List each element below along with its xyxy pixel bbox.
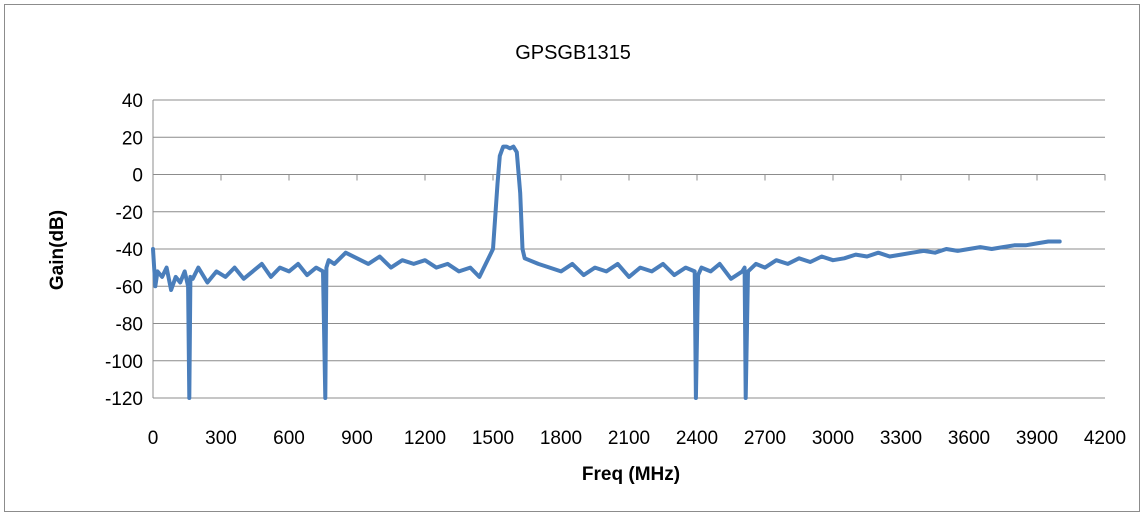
x-axis-label: Freq (MHz) xyxy=(581,464,681,485)
series-line-0 xyxy=(151,144,1062,400)
y-tick-label-5: -60 xyxy=(116,277,143,298)
y-tick-label-7: -100 xyxy=(105,352,143,373)
x-tick-label-11: 3300 xyxy=(880,428,922,449)
x-tick-label-3: 900 xyxy=(341,428,373,449)
chart-frame xyxy=(4,4,1140,512)
x-tick-label-12: 3600 xyxy=(948,428,990,449)
series-layer xyxy=(151,144,1062,400)
x-tick-label-2: 600 xyxy=(273,428,305,449)
y-tick-label-2: 0 xyxy=(132,166,143,187)
x-tick-label-4: 1200 xyxy=(404,428,446,449)
axes xyxy=(152,100,1106,398)
chart-title: GPSGB1315 xyxy=(515,42,631,64)
x-tick-label-7: 2100 xyxy=(608,428,650,449)
y-tick-label-3: -20 xyxy=(116,203,143,224)
y-tick-label-8: -120 xyxy=(105,389,143,410)
x-tick-labels: 0 300 600 900 1200 1500 1800 2100 2400 2700 3000 33… xyxy=(148,428,1126,449)
x-tick-label-6: 1800 xyxy=(540,428,582,449)
y-tick-label-4: -40 xyxy=(116,240,143,261)
y-tick-label-6: -80 xyxy=(116,315,143,336)
x-tick-label-1: 300 xyxy=(205,428,237,449)
x-tick-label-14: 4200 xyxy=(1084,428,1126,449)
y-tick-labels: 40 20 0 -20 -40 -60 -80 -100 -120 xyxy=(105,91,143,410)
x-tick-label-0: 0 xyxy=(148,428,159,449)
y-tick-label-0: 40 xyxy=(122,91,143,112)
x-tick-label-8: 2400 xyxy=(676,428,718,449)
x-tick-label-5: 1500 xyxy=(472,428,514,449)
x-tick-label-10: 3000 xyxy=(812,428,854,449)
x-tick-label-9: 2700 xyxy=(744,428,786,449)
y-tick-label-1: 20 xyxy=(122,128,143,149)
x-tick-label-13: 3900 xyxy=(1016,428,1058,449)
